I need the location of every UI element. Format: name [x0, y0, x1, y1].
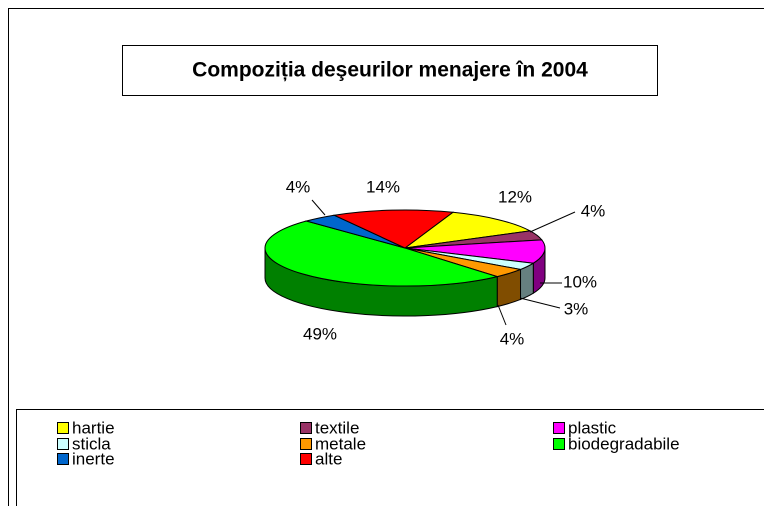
data-label: 4% — [286, 177, 311, 196]
data-label: 10% — [563, 272, 597, 291]
legend-label: inerte — [72, 449, 115, 468]
pie-slice — [404, 211, 532, 249]
data-label: 49% — [303, 324, 337, 343]
legend-label: metale — [315, 434, 366, 453]
leader-line — [519, 297, 561, 309]
legend-swatch — [300, 438, 312, 450]
legend-label: biodegradabile — [568, 434, 680, 453]
legend-label: alte — [315, 449, 342, 468]
data-label: 12% — [498, 187, 532, 206]
leader-line — [497, 304, 507, 326]
pie-slice — [404, 239, 546, 264]
legend-box — [16, 409, 764, 506]
legend-swatch — [57, 438, 69, 450]
data-label: 14% — [366, 177, 400, 196]
leader-line — [529, 211, 576, 233]
legend-swatch — [300, 453, 312, 465]
legend-swatch — [300, 422, 312, 434]
legend-label: plastic — [568, 418, 617, 437]
pie-slice — [264, 220, 500, 287]
legend-label: sticla — [72, 434, 111, 453]
legend-swatch — [57, 453, 69, 465]
legend-swatch — [553, 422, 565, 434]
chart-title: Compoziția deşeurilor menajere în 2004 — [192, 59, 588, 82]
legend-label: hartie — [72, 418, 115, 437]
data-label: 3% — [564, 299, 589, 318]
data-label: 4% — [500, 329, 525, 348]
legend-swatch — [553, 438, 565, 450]
data-label: 4% — [581, 201, 606, 220]
title-box — [122, 45, 658, 96]
legend-label: textile — [315, 418, 359, 437]
labels: 12% 4% 10% 3% 4% 49% 4% 14% — [286, 177, 606, 348]
pie-slice — [332, 209, 455, 249]
legend-swatch — [57, 422, 69, 434]
pie-tops — [264, 209, 546, 287]
leader-line — [311, 199, 326, 216]
